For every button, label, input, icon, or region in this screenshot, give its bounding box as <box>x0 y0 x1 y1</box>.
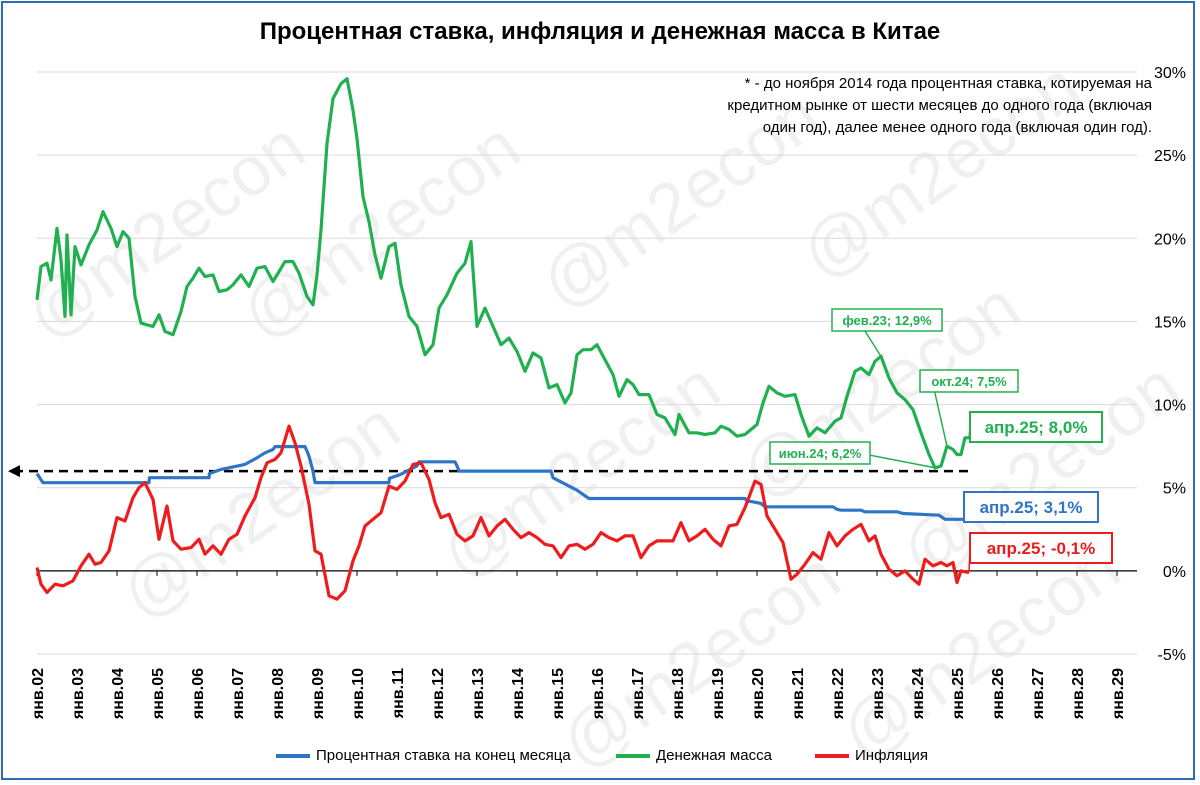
y-tick-label: 5% <box>1163 481 1186 498</box>
x-tick-label: янв.07 <box>230 668 247 720</box>
x-tick-label: янв.16 <box>590 668 607 720</box>
legend-swatch <box>616 753 650 758</box>
chart-note: * - до ноября 2014 года процентная ставк… <box>727 75 1152 136</box>
y-tick-label: 15% <box>1154 314 1186 331</box>
x-tick-label: янв.25 <box>950 668 967 720</box>
x-tick-label: янв.13 <box>470 668 487 720</box>
x-tick-label: янв.02 <box>30 668 47 720</box>
x-tick-label: янв.06 <box>190 668 207 720</box>
x-tick-label: янв.10 <box>350 668 367 720</box>
last-value-box <box>969 411 1103 443</box>
annotation-box <box>831 308 943 332</box>
x-tick-label: янв.28 <box>1070 668 1087 720</box>
annotation-leader <box>864 330 882 357</box>
annotation-label: окт.24; 7,5% <box>931 374 1007 389</box>
last-value-box <box>963 491 1099 523</box>
annotation-leader <box>869 454 936 469</box>
legend-item: Денежная масса <box>616 747 772 764</box>
x-tick-label: янв.24 <box>910 668 927 720</box>
x-tick-label: янв.09 <box>310 668 327 720</box>
series-line <box>35 445 969 521</box>
annotation-box <box>769 441 871 465</box>
x-tick-label: янв.11 <box>390 668 407 719</box>
legend-label: Процентная ставка на конец месяца <box>316 747 571 764</box>
x-tick-label: янв.08 <box>270 668 287 720</box>
annotation-label: июн.24; 6,2% <box>779 446 862 461</box>
x-tick-label: янв.03 <box>70 668 87 720</box>
legend-swatch <box>276 753 310 758</box>
series-line <box>35 77 969 470</box>
series-line <box>35 424 970 601</box>
x-tick-label: янв.17 <box>630 668 647 720</box>
x-tick-label: янв.26 <box>990 668 1007 720</box>
x-tick-label: янв.29 <box>1110 668 1127 720</box>
last-value-box <box>969 532 1113 564</box>
x-tick-label: янв.22 <box>830 668 847 720</box>
y-tick-label: 0% <box>1163 564 1186 581</box>
chart-title: Процентная ставка, инфляция и денежная м… <box>259 18 941 45</box>
last-value-label: апр.25; -0,1% <box>987 539 1096 558</box>
annotation-box <box>919 369 1019 393</box>
y-tick-label: -5% <box>1158 647 1186 664</box>
legend-label: Инфляция <box>855 747 929 764</box>
x-tick-label: янв.19 <box>710 668 727 720</box>
annotation-label: фев.23; 12,9% <box>842 313 932 328</box>
y-tick-label: 30% <box>1154 65 1186 82</box>
legend: Процентная ставка на конец месяца Денежн… <box>0 747 1200 771</box>
x-tick-label: янв.18 <box>670 668 687 720</box>
last-value-label: апр.25; 8,0% <box>985 418 1088 437</box>
x-tick-label: янв.14 <box>510 668 527 720</box>
y-tick-label: 25% <box>1154 148 1186 165</box>
legend-label: Денежная масса <box>656 747 772 764</box>
legend-item: Инфляция <box>815 747 928 764</box>
x-tick-label: янв.04 <box>110 668 127 720</box>
x-tick-label: янв.21 <box>790 668 807 720</box>
annotation-leader <box>933 391 948 447</box>
x-tick-label: янв.15 <box>550 668 567 720</box>
last-value-label: апр.25; 3,1% <box>980 498 1083 517</box>
x-tick-label: янв.12 <box>430 668 447 720</box>
reference-arrow-icon <box>8 465 20 478</box>
x-tick-label: янв.27 <box>1030 668 1047 720</box>
legend-swatch <box>815 753 849 758</box>
y-tick-label: 10% <box>1154 398 1186 415</box>
legend-item: Процентная ставка на конец месяца <box>276 747 571 764</box>
x-tick-label: янв.05 <box>150 668 167 720</box>
y-tick-label: 20% <box>1154 231 1186 248</box>
x-tick-label: янв.20 <box>750 668 767 720</box>
x-tick-label: янв.23 <box>870 668 887 720</box>
